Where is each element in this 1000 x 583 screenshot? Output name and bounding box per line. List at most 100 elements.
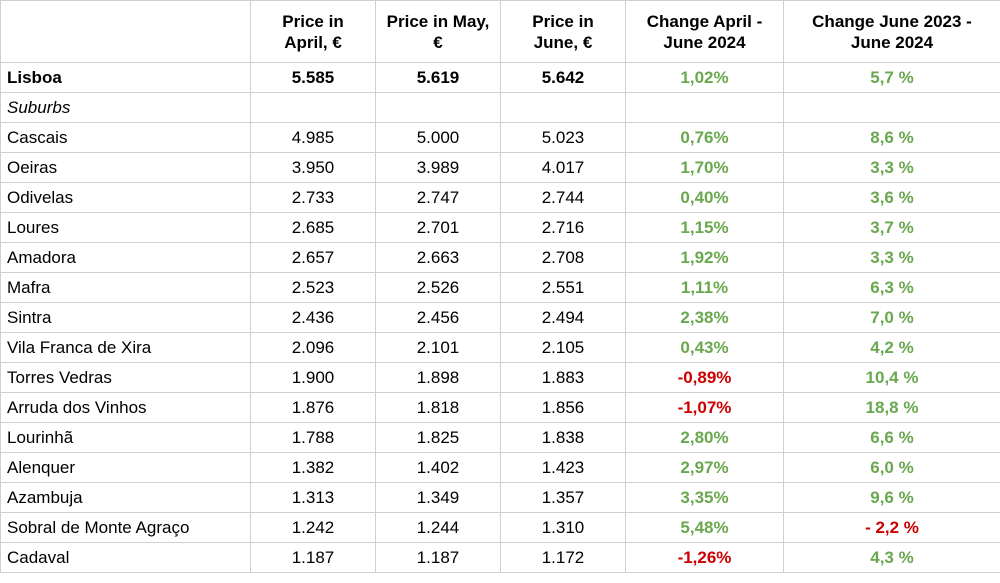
cell: 2.708 [500, 242, 626, 273]
cell: 5,48% [625, 512, 784, 543]
table-row: Lisboa 5.585 5.619 5.642 1,02% 5,7 % [0, 62, 1000, 93]
table-row: Amadora 2.657 2.663 2.708 1,92% 3,3 % [0, 242, 1000, 273]
cell: 1.838 [500, 422, 626, 453]
table-row: Alenquer 1.382 1.402 1.423 2,97% 6,0 % [0, 452, 1000, 483]
cell: -1,07% [625, 392, 784, 423]
cell: 6,6 % [783, 422, 1000, 453]
cell: 1.825 [375, 422, 501, 453]
table-row: Torres Vedras 1.900 1.898 1.883 -0,89% 10,4 % [0, 362, 1000, 393]
cell: 1.900 [250, 362, 376, 393]
cell: 1.402 [375, 452, 501, 483]
column-header: Price in April, € [250, 0, 376, 63]
empty-cell [250, 92, 376, 123]
column-header: Change June 2023 - June 2024 [783, 0, 1000, 63]
row-label: Oeiras [0, 152, 251, 183]
row-label: Cascais [0, 122, 251, 153]
empty-cell [375, 92, 501, 123]
table-row: Lourinhã 1.788 1.825 1.838 2,80% 6,6 % [0, 422, 1000, 453]
cell: 1.856 [500, 392, 626, 423]
cell: 1.357 [500, 482, 626, 513]
cell: 2.523 [250, 272, 376, 303]
cell: 2.526 [375, 272, 501, 303]
cell: 2.105 [500, 332, 626, 363]
table-row: Oeiras 3.950 3.989 4.017 1,70% 3,3 % [0, 152, 1000, 183]
cell: 1.313 [250, 482, 376, 513]
row-label: Loures [0, 212, 251, 243]
cell: 1.349 [375, 482, 501, 513]
cell: 1.883 [500, 362, 626, 393]
cell: 1,02% [625, 62, 784, 93]
row-label: Mafra [0, 272, 251, 303]
table-row: Sintra 2.436 2.456 2.494 2,38% 7,0 % [0, 302, 1000, 333]
cell: 3,35% [625, 482, 784, 513]
cell: 2.096 [250, 332, 376, 363]
column-header: Price in June, € [500, 0, 626, 63]
cell: 2.685 [250, 212, 376, 243]
cell: 1.788 [250, 422, 376, 453]
cell: 1.876 [250, 392, 376, 423]
cell: 1,70% [625, 152, 784, 183]
cell: 3,6 % [783, 182, 1000, 213]
cell: 2,38% [625, 302, 784, 333]
cell: 4,3 % [783, 542, 1000, 573]
cell: 5.585 [250, 62, 376, 93]
cell: 1,11% [625, 272, 784, 303]
cell: 1.423 [500, 452, 626, 483]
cell: 1.898 [375, 362, 501, 393]
table-row: Cadaval 1.187 1.187 1.172 -1,26% 4,3 % [0, 542, 1000, 573]
cell: 1.310 [500, 512, 626, 543]
table-row: Arruda dos Vinhos 1.876 1.818 1.856 -1,07% 18… [0, 392, 1000, 423]
row-label: Lourinhã [0, 422, 251, 453]
cell: 1.818 [375, 392, 501, 423]
cell: 5,7 % [783, 62, 1000, 93]
row-label: Suburbs [0, 92, 251, 123]
cell: 0,40% [625, 182, 784, 213]
cell: 4,2 % [783, 332, 1000, 363]
table-row: Azambuja 1.313 1.349 1.357 3,35% 9,6 % [0, 482, 1000, 513]
table-row: Odivelas 2.733 2.747 2.744 0,40% 3,6 % [0, 182, 1000, 213]
cell: 4.017 [500, 152, 626, 183]
cell: 1,15% [625, 212, 784, 243]
table-row: Sobral de Monte Agraço 1.242 1.244 1.310 5,4… [0, 512, 1000, 543]
cell: 7,0 % [783, 302, 1000, 333]
empty-cell [625, 92, 784, 123]
cell: 1.187 [375, 542, 501, 573]
cell: 2,80% [625, 422, 784, 453]
cell: 5.619 [375, 62, 501, 93]
cell: - 2,2 % [783, 512, 1000, 543]
cell: 2.716 [500, 212, 626, 243]
cell: 2,97% [625, 452, 784, 483]
table-row: Cascais 4.985 5.000 5.023 0,76% 8,6 % [0, 122, 1000, 153]
cell: 4.985 [250, 122, 376, 153]
cell: 1.382 [250, 452, 376, 483]
cell: 2.101 [375, 332, 501, 363]
row-label: Azambuja [0, 482, 251, 513]
row-label: Amadora [0, 242, 251, 273]
cell: 2.657 [250, 242, 376, 273]
cell: 6,3 % [783, 272, 1000, 303]
row-label: Torres Vedras [0, 362, 251, 393]
cell: 3,3 % [783, 242, 1000, 273]
row-label: Sintra [0, 302, 251, 333]
cell: 2.456 [375, 302, 501, 333]
cell: -1,26% [625, 542, 784, 573]
cell: 3,7 % [783, 212, 1000, 243]
cell: 3,3 % [783, 152, 1000, 183]
table-row: Vila Franca de Xira 2.096 2.101 2.105 0,43% 4… [0, 332, 1000, 363]
row-label: Cadaval [0, 542, 251, 573]
cell: 2.701 [375, 212, 501, 243]
cell: 5.642 [500, 62, 626, 93]
column-header: Price in May, € [375, 0, 501, 63]
table-body: Lisboa 5.585 5.619 5.642 1,02% 5,7 % Suburbs Ca… [0, 62, 1000, 573]
cell: 9,6 % [783, 482, 1000, 513]
row-label: Alenquer [0, 452, 251, 483]
cell: 1.187 [250, 542, 376, 573]
cell: 1,92% [625, 242, 784, 273]
row-label: Odivelas [0, 182, 251, 213]
cell: 2.436 [250, 302, 376, 333]
cell: 1.172 [500, 542, 626, 573]
corner-cell [0, 0, 251, 63]
cell: 18,8 % [783, 392, 1000, 423]
cell: 2.744 [500, 182, 626, 213]
